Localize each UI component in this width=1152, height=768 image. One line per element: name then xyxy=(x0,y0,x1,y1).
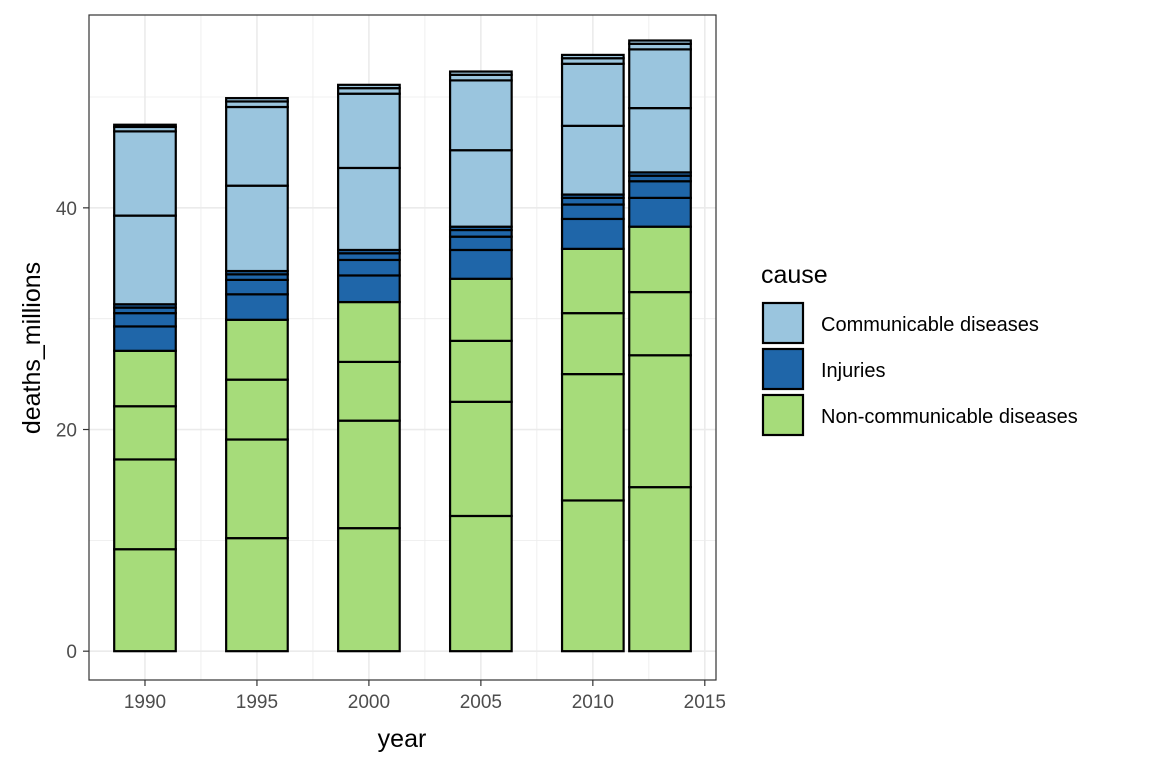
bar-segment xyxy=(448,514,513,653)
bar-segment xyxy=(560,62,625,127)
legend-swatch xyxy=(761,393,805,437)
y-tick-label: 0 xyxy=(66,642,77,663)
bar-segment xyxy=(560,373,625,502)
bar-segment xyxy=(225,378,289,441)
bar-segment xyxy=(113,349,177,408)
legend-swatch xyxy=(761,347,805,391)
bar-segment xyxy=(113,325,177,352)
y-tick-label: 40 xyxy=(56,199,77,220)
legend-title: cause xyxy=(761,261,828,289)
x-tick-label: 2005 xyxy=(460,692,502,713)
bar-segment xyxy=(225,438,289,540)
bar-segment xyxy=(628,290,692,357)
bar-segment xyxy=(560,217,625,250)
bar-segment xyxy=(225,293,289,321)
bar-segment xyxy=(448,339,513,403)
bar-1990 xyxy=(113,123,177,653)
bar-segment xyxy=(448,149,513,228)
x-tick-label: 1995 xyxy=(236,692,278,713)
bar-2010 xyxy=(560,53,625,653)
bar-segment xyxy=(628,225,692,294)
legend-label: Non-communicable diseases xyxy=(821,406,1078,428)
x-tick-label: 1990 xyxy=(124,692,166,713)
x-axis-title: year xyxy=(378,725,427,753)
bar-segment xyxy=(628,180,692,199)
bar-segment xyxy=(337,166,401,252)
legend-label: Communicable diseases xyxy=(821,314,1039,336)
bar-segment xyxy=(337,527,401,653)
bar-segment xyxy=(560,499,625,653)
bar-segment xyxy=(560,247,625,315)
bar-2000 xyxy=(337,83,401,653)
bar-segment xyxy=(113,548,177,653)
bar-segment xyxy=(448,277,513,342)
bar-segment xyxy=(448,235,513,252)
x-tick-label: 2015 xyxy=(684,692,726,713)
bar-segment xyxy=(560,312,625,376)
bar-segment xyxy=(113,123,177,129)
legend-entry: Injuries xyxy=(761,347,885,391)
panel-border xyxy=(88,14,717,681)
legend-entry: Communicable diseases xyxy=(761,301,1039,345)
bar-segment xyxy=(560,53,625,60)
bar-segment xyxy=(225,318,289,381)
bar-segment xyxy=(560,203,625,221)
bar-segment xyxy=(113,312,177,328)
bar-1995 xyxy=(225,97,289,653)
bar-segment xyxy=(560,124,625,196)
bar-segment xyxy=(628,48,692,110)
bar-segment xyxy=(113,458,177,551)
bar-segment xyxy=(628,39,692,45)
bar-segment xyxy=(337,258,401,277)
axis-ticks: 1990 1995 2000 2005 2010 2015 0 20 40 xyxy=(56,199,726,713)
bar-segment xyxy=(225,537,289,653)
bar-segment xyxy=(448,248,513,280)
x-tick-label: 2000 xyxy=(348,692,390,713)
bars xyxy=(113,39,692,653)
bar-segment xyxy=(337,419,401,530)
legend-entry: Non-communicable diseases xyxy=(761,393,1078,437)
x-tick-label: 2010 xyxy=(572,692,614,713)
bar-segment xyxy=(113,405,177,461)
bar-segment xyxy=(628,486,692,653)
legend-swatch xyxy=(761,301,805,345)
bar-segment xyxy=(448,400,513,518)
bar-segment xyxy=(628,106,692,174)
bar-segment xyxy=(225,278,289,296)
bar-2005 xyxy=(448,70,513,653)
bar-segment xyxy=(337,274,401,304)
bar-segment xyxy=(337,83,401,90)
bar-segment xyxy=(628,354,692,489)
y-tick-label: 20 xyxy=(56,421,77,442)
y-axis-title: deaths_millions xyxy=(18,262,46,434)
bar-segment xyxy=(225,184,289,273)
bar-segment xyxy=(113,214,177,306)
bar-segment xyxy=(337,300,401,364)
bar-segment xyxy=(337,92,401,170)
bar-segment xyxy=(448,79,513,152)
bar-segment xyxy=(113,130,177,217)
legend: cause Communicable diseases Injuries Non-c… xyxy=(761,261,1078,437)
bar-segment xyxy=(628,196,692,228)
bar-segment xyxy=(225,105,289,187)
bar-2013 xyxy=(628,39,692,653)
bar-segment xyxy=(448,70,513,76)
legend-label: Injuries xyxy=(821,360,885,382)
bar-segment xyxy=(225,97,289,103)
bar-segment xyxy=(337,360,401,422)
